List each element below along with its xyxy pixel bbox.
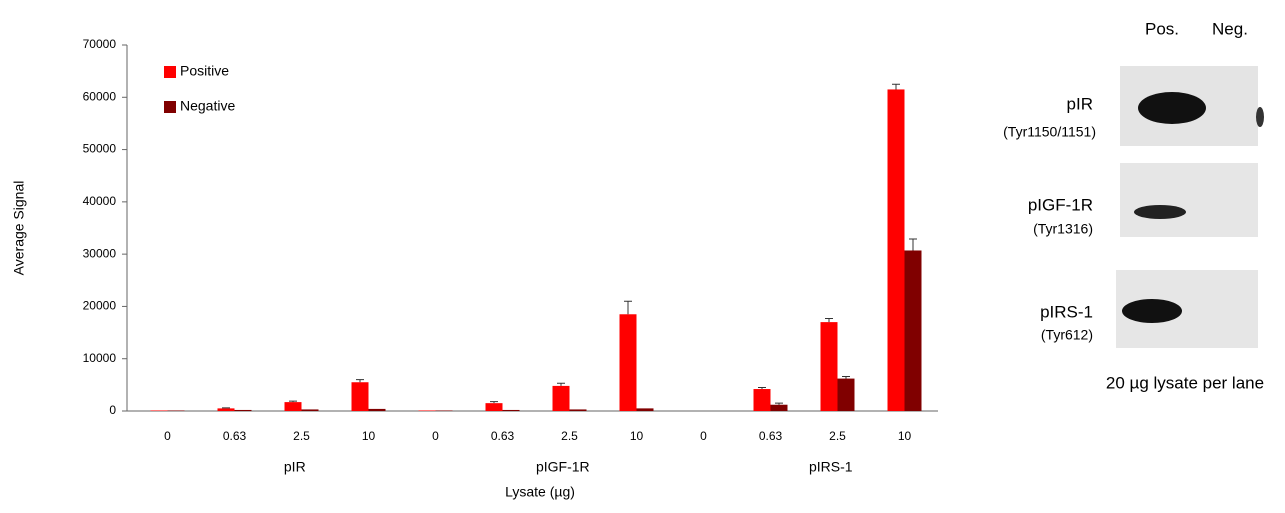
bar [435,410,453,411]
error-bar [356,379,364,383]
group-label: pIR [284,459,306,475]
y-tick-label: 0 [109,403,116,417]
legend-label: Negative [180,98,235,114]
x-tick-label: 2.5 [293,429,310,443]
x-tick-label: 0.63 [491,429,515,443]
blot-row-label: pIGF-1R [1028,195,1093,214]
y-axis-label: Average Signal [11,181,27,276]
bar [569,409,587,411]
lane-label: Pos. [1145,19,1179,38]
legend-swatch [164,101,176,113]
y-tick-label: 40000 [83,194,117,208]
blot-band [1134,205,1186,219]
error-bar [775,402,783,405]
x-axis-label: Lysate (µg) [505,484,575,500]
lane-label: Neg. [1212,19,1248,38]
blot-row-label: pIRS-1 [1040,302,1093,321]
x-tick-label: 0.63 [223,429,247,443]
error-bar [557,382,565,386]
y-tick-label: 70000 [83,37,117,51]
bar [770,404,788,411]
x-tick-label: 2.5 [829,429,846,443]
blot-panel: Pos. Neg. pIR (Tyr1150/1151) pIGF-1R (Ty… [1003,19,1264,392]
legend-swatch [164,66,176,78]
bar [636,408,654,411]
error-bar [758,386,766,390]
bar [904,250,922,411]
x-tick-label: 10 [362,429,376,443]
x-tick-label: 10 [898,429,912,443]
blot-row-site: (Tyr1150/1151) [1003,124,1096,140]
blot-strip [1120,163,1258,237]
blot-row-site: (Tyr612) [1041,327,1093,343]
legend-label: Positive [180,63,229,79]
group-label: pIGF-1R [536,459,590,475]
bar [284,402,302,411]
bar [502,409,520,411]
x-tick-label: 0 [432,429,439,443]
bar [217,408,235,411]
bar [150,410,168,411]
error-bar [909,238,917,251]
x-tick-label: 2.5 [561,429,578,443]
y-tick-label: 10000 [83,351,117,365]
blot-band [1256,107,1264,127]
error-bar [490,401,498,404]
y-tick-label: 30000 [83,246,117,260]
error-bar [892,83,900,90]
blot-row-label: pIR [1067,94,1093,113]
x-tick-label: 0 [700,429,707,443]
error-bar [842,375,850,379]
error-bar [289,400,297,403]
y-tick-label: 50000 [83,142,117,156]
bar [234,409,252,411]
x-tick-label: 0 [164,429,171,443]
blot-caption: 20 µg lysate per lane [1106,373,1264,392]
x-tick-label: 0.63 [759,429,783,443]
bar [485,403,503,411]
blot-band [1138,92,1206,124]
y-tick-label: 60000 [83,89,117,103]
bar [887,89,905,411]
bar [167,410,185,411]
error-bar [624,300,632,315]
blot-band [1122,299,1182,323]
group-label: pIRS-1 [809,459,853,475]
bar [753,389,771,411]
blot-row-site: (Tyr1316) [1033,221,1093,237]
bar [301,409,319,411]
bar [619,314,637,411]
bar [368,408,386,411]
bar [820,322,838,411]
error-bar [222,407,230,409]
bar [351,382,369,411]
y-tick-label: 20000 [83,299,117,313]
error-bar [825,317,833,323]
x-tick-label: 10 [630,429,644,443]
bar [418,410,436,411]
bar [552,385,570,411]
bar [837,378,855,411]
